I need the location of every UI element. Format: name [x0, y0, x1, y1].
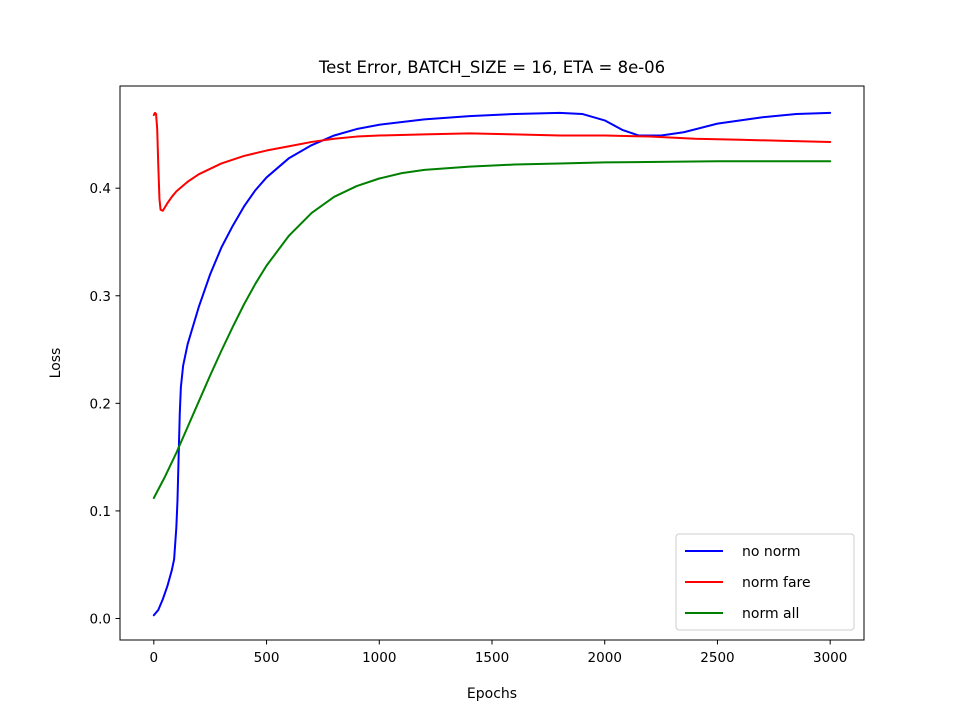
series-line-norm-all — [152, 160, 832, 499]
x-axis-ticks: 0 500 1000 1500 2000 2500 3000 — [150, 640, 847, 666]
x-tick-label: 0 — [150, 650, 159, 666]
series-line-norm-fare — [152, 111, 832, 212]
legend-label-norm-fare: norm fare — [742, 575, 811, 591]
y-tick-label: 0.3 — [90, 289, 111, 305]
y-tick-label: 0.1 — [90, 504, 111, 520]
chart-title: Test Error, BATCH_SIZE = 16, ETA = 8e-06 — [318, 58, 665, 78]
series-line-no-norm — [152, 111, 832, 617]
legend: no norm norm fare norm all — [675, 533, 855, 631]
x-tick-label: 500 — [254, 650, 280, 666]
y-axis-ticks: 0.0 0.1 0.2 0.3 0.4 — [90, 181, 120, 627]
x-tick-label: 3000 — [813, 650, 847, 666]
x-tick-label: 1500 — [475, 650, 509, 666]
y-tick-label: 0.4 — [90, 181, 111, 197]
series-layer — [152, 111, 832, 617]
legend-label-no-norm: no norm — [742, 544, 800, 560]
x-tick-label: 2500 — [700, 650, 734, 666]
x-tick-label: 2000 — [588, 650, 622, 666]
y-tick-label: 0.2 — [90, 396, 111, 412]
legend-label-norm-all: norm all — [742, 606, 799, 622]
x-tick-label: 1000 — [362, 650, 396, 666]
legend-box — [675, 533, 855, 631]
y-tick-label: 0.0 — [90, 611, 111, 627]
y-axis-title: Loss — [48, 348, 64, 379]
x-axis-title: Epochs — [467, 686, 517, 702]
